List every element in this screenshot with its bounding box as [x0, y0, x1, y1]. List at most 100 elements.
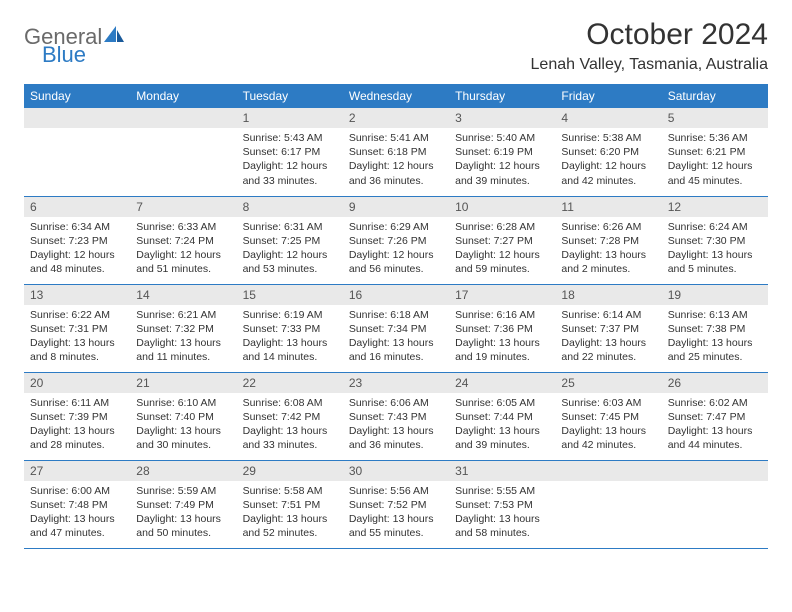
day-content: Sunrise: 6:11 AMSunset: 7:39 PMDaylight:… [24, 393, 130, 457]
day-number: 13 [24, 285, 130, 305]
day-header-row: Sunday Monday Tuesday Wednesday Thursday… [24, 84, 768, 108]
sunset-text: Sunset: 7:48 PM [30, 498, 124, 512]
calendar-cell: 8Sunrise: 6:31 AMSunset: 7:25 PMDaylight… [237, 196, 343, 284]
sunrise-text: Sunrise: 6:26 AM [561, 220, 655, 234]
daylight-line2: and 42 minutes. [561, 438, 655, 452]
calendar-row: 13Sunrise: 6:22 AMSunset: 7:31 PMDayligh… [24, 284, 768, 372]
sunset-text: Sunset: 7:44 PM [455, 410, 549, 424]
day-content: Sunrise: 6:13 AMSunset: 7:38 PMDaylight:… [662, 305, 768, 369]
daylight-line1: Daylight: 13 hours [243, 424, 337, 438]
day-number: 22 [237, 373, 343, 393]
day-content: Sunrise: 5:56 AMSunset: 7:52 PMDaylight:… [343, 481, 449, 545]
day-content: Sunrise: 6:19 AMSunset: 7:33 PMDaylight:… [237, 305, 343, 369]
daylight-line1: Daylight: 13 hours [668, 248, 762, 262]
day-number: 10 [449, 197, 555, 217]
sunrise-text: Sunrise: 6:18 AM [349, 308, 443, 322]
daylight-line1: Daylight: 13 hours [349, 424, 443, 438]
daylight-line1: Daylight: 13 hours [349, 512, 443, 526]
day-number: 25 [555, 373, 661, 393]
sunset-text: Sunset: 7:26 PM [349, 234, 443, 248]
calendar-cell: 5Sunrise: 5:36 AMSunset: 6:21 PMDaylight… [662, 108, 768, 196]
calendar-cell: 15Sunrise: 6:19 AMSunset: 7:33 PMDayligh… [237, 284, 343, 372]
daylight-line2: and 53 minutes. [243, 262, 337, 276]
sunset-text: Sunset: 7:27 PM [455, 234, 549, 248]
day-content: Sunrise: 6:21 AMSunset: 7:32 PMDaylight:… [130, 305, 236, 369]
sunrise-text: Sunrise: 6:16 AM [455, 308, 549, 322]
day-content: Sunrise: 6:18 AMSunset: 7:34 PMDaylight:… [343, 305, 449, 369]
sunset-text: Sunset: 7:51 PM [243, 498, 337, 512]
daylight-line2: and 58 minutes. [455, 526, 549, 540]
daylight-line1: Daylight: 13 hours [30, 512, 124, 526]
daylight-line1: Daylight: 13 hours [30, 336, 124, 350]
day-content: Sunrise: 6:00 AMSunset: 7:48 PMDaylight:… [24, 481, 130, 545]
calendar-cell: 6Sunrise: 6:34 AMSunset: 7:23 PMDaylight… [24, 196, 130, 284]
calendar-cell [662, 460, 768, 548]
day-number: 7 [130, 197, 236, 217]
day-number: 4 [555, 108, 661, 128]
day-content: Sunrise: 6:22 AMSunset: 7:31 PMDaylight:… [24, 305, 130, 369]
sunrise-text: Sunrise: 6:06 AM [349, 396, 443, 410]
calendar-cell [24, 108, 130, 196]
calendar-cell: 21Sunrise: 6:10 AMSunset: 7:40 PMDayligh… [130, 372, 236, 460]
calendar-cell: 13Sunrise: 6:22 AMSunset: 7:31 PMDayligh… [24, 284, 130, 372]
calendar-cell: 7Sunrise: 6:33 AMSunset: 7:24 PMDaylight… [130, 196, 236, 284]
day-number: 5 [662, 108, 768, 128]
daylight-line2: and 36 minutes. [349, 438, 443, 452]
day-header: Tuesday [237, 84, 343, 108]
daylight-line2: and 22 minutes. [561, 350, 655, 364]
daylight-line1: Daylight: 13 hours [136, 512, 230, 526]
day-number: 15 [237, 285, 343, 305]
sunrise-text: Sunrise: 6:08 AM [243, 396, 337, 410]
daylight-line1: Daylight: 13 hours [455, 512, 549, 526]
sunrise-text: Sunrise: 6:10 AM [136, 396, 230, 410]
daylight-line1: Daylight: 13 hours [561, 336, 655, 350]
day-number: 17 [449, 285, 555, 305]
daylight-line1: Daylight: 13 hours [455, 424, 549, 438]
calendar-cell: 18Sunrise: 6:14 AMSunset: 7:37 PMDayligh… [555, 284, 661, 372]
day-content: Sunrise: 5:59 AMSunset: 7:49 PMDaylight:… [130, 481, 236, 545]
daylight-line1: Daylight: 13 hours [136, 424, 230, 438]
calendar-cell: 27Sunrise: 6:00 AMSunset: 7:48 PMDayligh… [24, 460, 130, 548]
daylight-line1: Daylight: 12 hours [668, 159, 762, 173]
daylight-line2: and 16 minutes. [349, 350, 443, 364]
sunrise-text: Sunrise: 6:33 AM [136, 220, 230, 234]
daylight-line1: Daylight: 13 hours [243, 512, 337, 526]
header: General October 2024 Lenah Valley, Tasma… [24, 18, 768, 74]
sunset-text: Sunset: 6:20 PM [561, 145, 655, 159]
daylight-line2: and 2 minutes. [561, 262, 655, 276]
sunset-text: Sunset: 7:43 PM [349, 410, 443, 424]
daylight-line1: Daylight: 13 hours [561, 248, 655, 262]
sunrise-text: Sunrise: 5:43 AM [243, 131, 337, 145]
daylight-line2: and 14 minutes. [243, 350, 337, 364]
sunrise-text: Sunrise: 5:40 AM [455, 131, 549, 145]
sunset-text: Sunset: 6:17 PM [243, 145, 337, 159]
sunset-text: Sunset: 7:37 PM [561, 322, 655, 336]
day-number: 16 [343, 285, 449, 305]
sunrise-text: Sunrise: 6:13 AM [668, 308, 762, 322]
sunrise-text: Sunrise: 6:34 AM [30, 220, 124, 234]
calendar-row: 20Sunrise: 6:11 AMSunset: 7:39 PMDayligh… [24, 372, 768, 460]
day-number-empty [662, 461, 768, 481]
sunset-text: Sunset: 7:39 PM [30, 410, 124, 424]
daylight-line2: and 50 minutes. [136, 526, 230, 540]
sunset-text: Sunset: 7:34 PM [349, 322, 443, 336]
daylight-line1: Daylight: 12 hours [243, 159, 337, 173]
sunrise-text: Sunrise: 6:31 AM [243, 220, 337, 234]
day-number: 11 [555, 197, 661, 217]
daylight-line2: and 25 minutes. [668, 350, 762, 364]
calendar-cell: 9Sunrise: 6:29 AMSunset: 7:26 PMDaylight… [343, 196, 449, 284]
day-content: Sunrise: 6:28 AMSunset: 7:27 PMDaylight:… [449, 217, 555, 281]
day-number: 18 [555, 285, 661, 305]
day-number: 8 [237, 197, 343, 217]
title-block: October 2024 Lenah Valley, Tasmania, Aus… [531, 18, 768, 74]
sunset-text: Sunset: 7:30 PM [668, 234, 762, 248]
day-number-empty [24, 108, 130, 128]
day-content: Sunrise: 5:41 AMSunset: 6:18 PMDaylight:… [343, 128, 449, 192]
sunset-text: Sunset: 7:25 PM [243, 234, 337, 248]
sunset-text: Sunset: 7:45 PM [561, 410, 655, 424]
calendar-cell: 4Sunrise: 5:38 AMSunset: 6:20 PMDaylight… [555, 108, 661, 196]
sunset-text: Sunset: 7:32 PM [136, 322, 230, 336]
sunrise-text: Sunrise: 6:03 AM [561, 396, 655, 410]
day-number: 6 [24, 197, 130, 217]
daylight-line2: and 47 minutes. [30, 526, 124, 540]
